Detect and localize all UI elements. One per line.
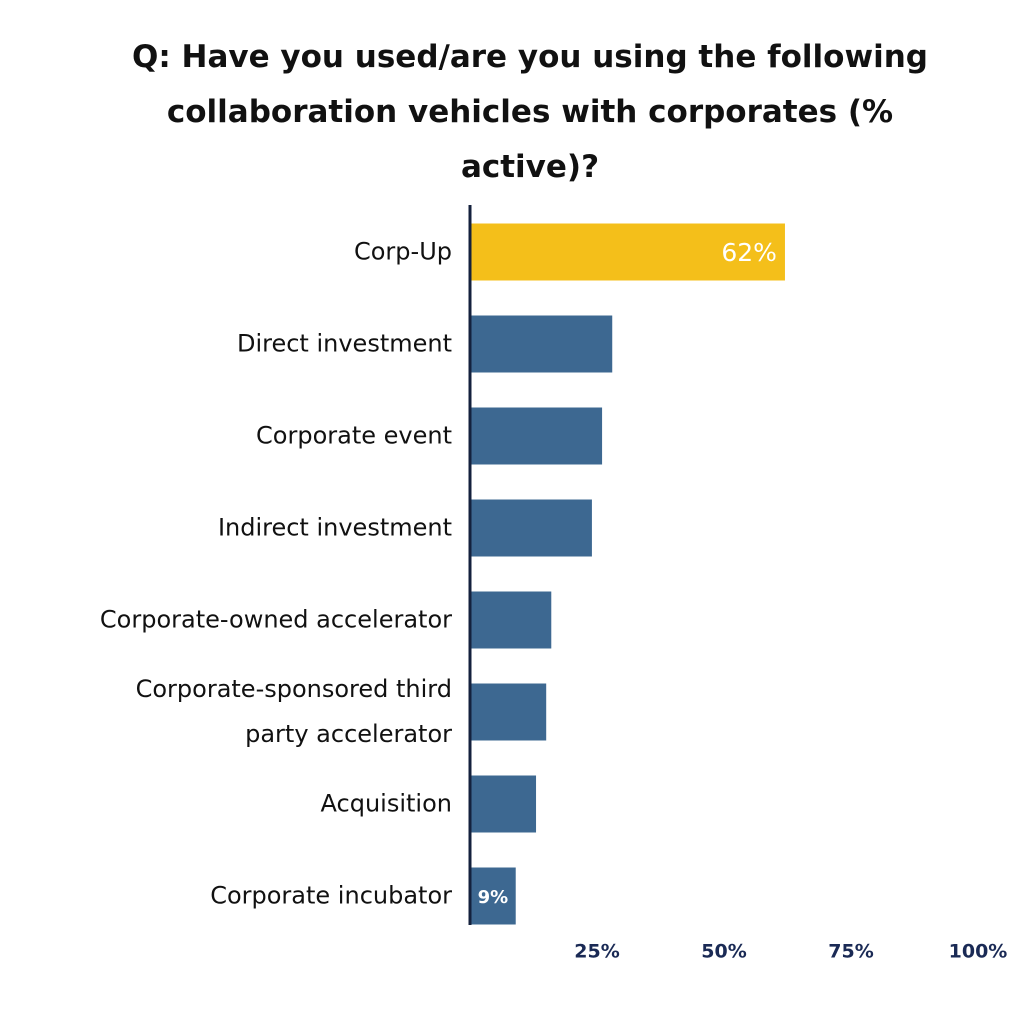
value-label: 62%: [721, 238, 777, 267]
category-label: Corp-Up: [353, 237, 452, 266]
bar: [470, 867, 516, 925]
category-label: Indirect investment: [217, 513, 452, 542]
bar: [470, 775, 537, 833]
bar: [470, 315, 613, 373]
value-label: 9%: [478, 887, 509, 908]
category-label: Corporate incubator: [210, 881, 452, 910]
bar: [470, 223, 785, 281]
category-label: Acquisition: [320, 789, 452, 818]
category-label: Direct investment: [236, 329, 452, 358]
bar: [470, 683, 547, 741]
bar: [470, 591, 552, 649]
category-label: Corporate event: [256, 421, 452, 450]
chart-title: Q: Have you used/are you using the follo…: [131, 39, 928, 185]
x-tick-label: 75%: [828, 941, 873, 963]
x-tick-label: 50%: [701, 941, 746, 963]
bar: [470, 407, 603, 465]
category-label: Corporate-sponsored third party accelera…: [135, 675, 452, 748]
x-tick-label: 25%: [574, 941, 619, 963]
category-label: Corporate-owned accelerator: [99, 605, 452, 634]
bar: [470, 499, 592, 557]
x-tick-label: 100%: [949, 941, 1008, 963]
